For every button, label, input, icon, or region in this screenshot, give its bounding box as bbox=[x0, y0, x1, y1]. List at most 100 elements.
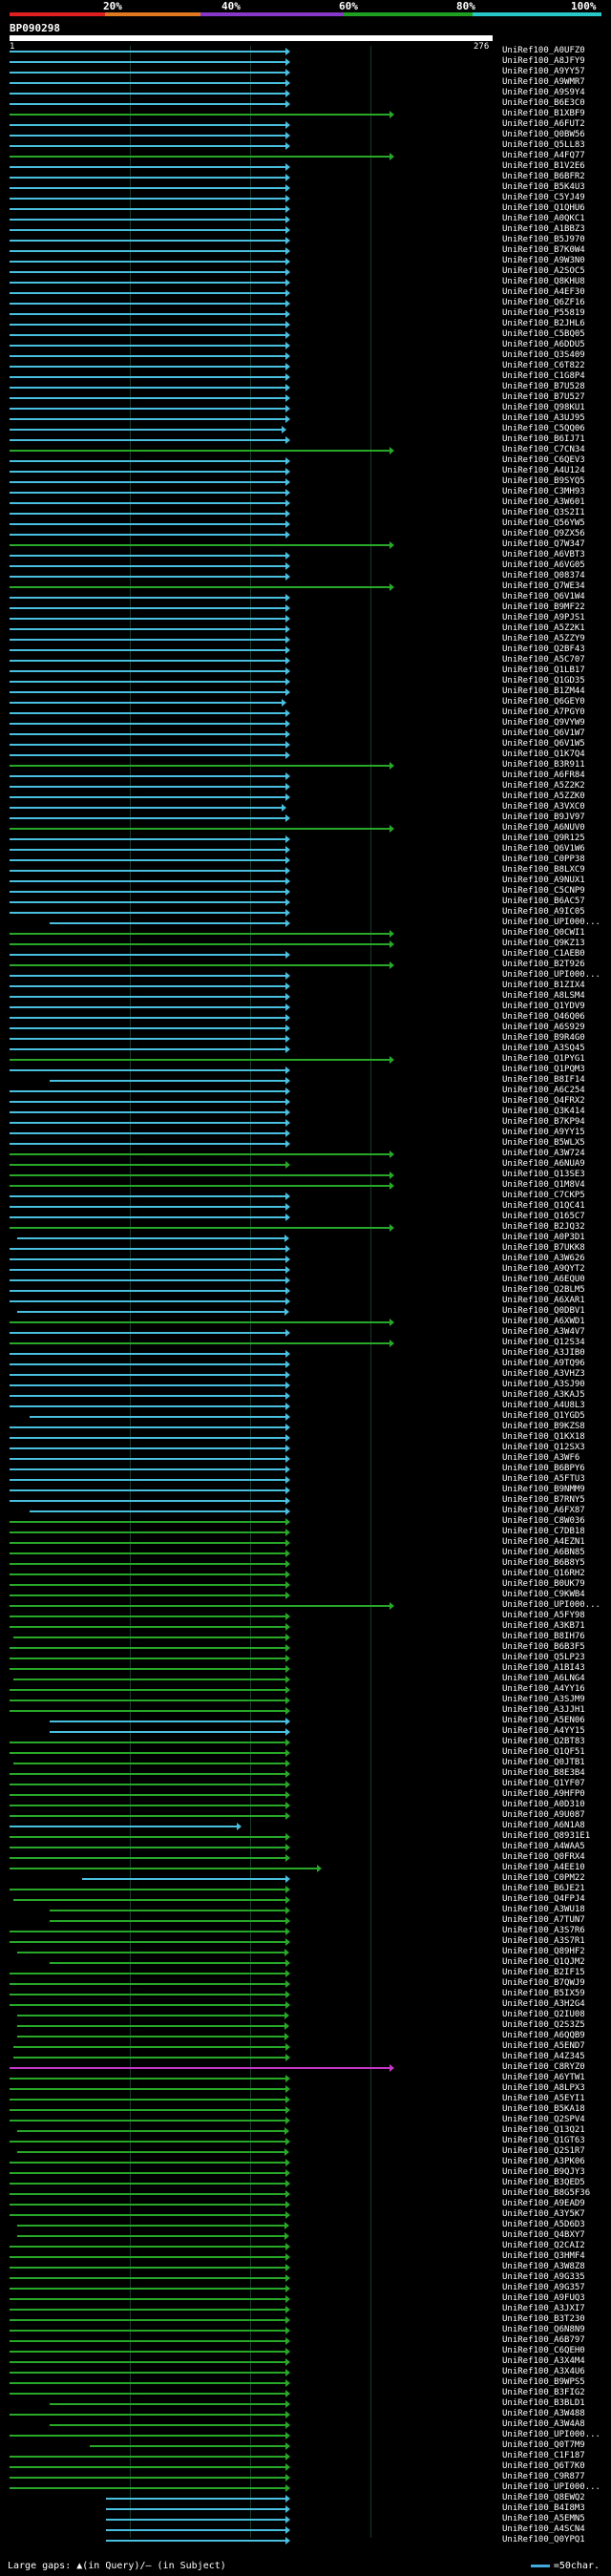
hit-row[interactable]: UniRef100_Q1KX18 bbox=[10, 1432, 611, 1443]
hit-alignment-bar[interactable] bbox=[17, 1308, 289, 1316]
hit-alignment-bar[interactable] bbox=[10, 667, 290, 675]
hit-row[interactable]: UniRef100_C5BQ05 bbox=[10, 329, 611, 340]
hit-row[interactable]: UniRef100_A5Z2K2 bbox=[10, 781, 611, 792]
hit-label[interactable]: UniRef100_B7K0W4 bbox=[502, 245, 585, 255]
hit-alignment-bar[interactable] bbox=[10, 1172, 394, 1179]
hit-label[interactable]: UniRef100_B0UK79 bbox=[502, 1579, 585, 1589]
hit-label[interactable]: UniRef100_A4FQ77 bbox=[502, 151, 585, 160]
hit-alignment-bar[interactable] bbox=[10, 478, 290, 486]
hit-row[interactable]: UniRef100_B5WLX5 bbox=[10, 1138, 611, 1149]
hit-label[interactable]: UniRef100_A9QYT2 bbox=[502, 1264, 585, 1274]
hit-alignment-bar[interactable] bbox=[10, 121, 290, 129]
hit-row[interactable]: UniRef100_A4U8L3 bbox=[10, 1401, 611, 1411]
hit-alignment-bar[interactable] bbox=[10, 58, 290, 66]
hit-alignment-bar[interactable] bbox=[10, 2106, 290, 2114]
hit-label[interactable]: UniRef100_B2T926 bbox=[502, 960, 585, 969]
hit-alignment-bar[interactable] bbox=[10, 1424, 290, 1431]
hit-label[interactable]: UniRef100_C6T822 bbox=[502, 361, 585, 370]
hit-label[interactable]: UniRef100_B7UKK8 bbox=[502, 1243, 585, 1253]
hit-alignment-bar[interactable] bbox=[10, 2369, 290, 2376]
hit-row[interactable]: UniRef100_C5YJ49 bbox=[10, 193, 611, 203]
hit-row[interactable]: UniRef100_A3KB71 bbox=[10, 1621, 611, 1632]
hit-row[interactable]: UniRef100_Q1QF51 bbox=[10, 1747, 611, 1758]
hit-row[interactable]: UniRef100_A6FUT2 bbox=[10, 119, 611, 130]
hit-row[interactable]: UniRef100_B7K0W4 bbox=[10, 245, 611, 256]
hit-alignment-bar[interactable] bbox=[10, 930, 394, 938]
hit-alignment-bar[interactable] bbox=[82, 1875, 290, 1883]
hit-label[interactable]: UniRef100_C1F187 bbox=[502, 2451, 585, 2460]
hit-label[interactable]: UniRef100_A4SCN4 bbox=[502, 2524, 585, 2534]
hit-alignment-bar[interactable] bbox=[10, 1581, 290, 1589]
hit-label[interactable]: UniRef100_Q1GT63 bbox=[502, 2136, 585, 2145]
hit-alignment-bar[interactable] bbox=[10, 1791, 290, 1799]
hit-row[interactable]: UniRef100_Q2CAI2 bbox=[10, 2241, 611, 2251]
hit-alignment-bar[interactable] bbox=[10, 1665, 290, 1673]
hit-label[interactable]: UniRef100_A6XAR1 bbox=[502, 1296, 585, 1305]
hit-row[interactable]: UniRef100_A9W3N0 bbox=[10, 256, 611, 266]
hit-row[interactable]: UniRef100_Q2S1R7 bbox=[10, 2146, 611, 2157]
hit-label[interactable]: UniRef100_B6IJ71 bbox=[502, 434, 585, 444]
hit-label[interactable]: UniRef100_B1ZM44 bbox=[502, 686, 585, 696]
hit-row[interactable]: UniRef100_A9YY15 bbox=[10, 1128, 611, 1138]
hit-row[interactable]: UniRef100_A8LPX3 bbox=[10, 2083, 611, 2094]
hit-alignment-bar[interactable] bbox=[10, 300, 290, 307]
hit-alignment-bar[interactable] bbox=[10, 1938, 290, 1946]
hit-alignment-bar[interactable] bbox=[10, 2337, 290, 2345]
hit-label[interactable]: UniRef100_Q0BW56 bbox=[502, 130, 585, 139]
hit-alignment-bar[interactable] bbox=[10, 1749, 290, 1757]
hit-row[interactable]: UniRef100_A3SJ90 bbox=[10, 1380, 611, 1390]
hit-row[interactable]: UniRef100_A5EMN5 bbox=[10, 2514, 611, 2524]
hit-alignment-bar[interactable] bbox=[10, 1833, 290, 1841]
hit-label[interactable]: UniRef100_P55819 bbox=[502, 308, 585, 318]
hit-label[interactable]: UniRef100_A4WAA5 bbox=[502, 1842, 585, 1851]
hit-label[interactable]: UniRef100_Q3S2I1 bbox=[502, 508, 585, 517]
hit-alignment-bar[interactable] bbox=[106, 2495, 290, 2502]
hit-label[interactable]: UniRef100_Q1GD35 bbox=[502, 676, 585, 686]
hit-label[interactable]: UniRef100_B7QWJ9 bbox=[502, 1978, 585, 1988]
hit-alignment-bar[interactable] bbox=[10, 1529, 290, 1536]
hit-alignment-bar[interactable] bbox=[10, 331, 290, 339]
hit-row[interactable]: UniRef100_A6N1A8 bbox=[10, 1821, 611, 1831]
hit-label[interactable]: UniRef100_A2SOC5 bbox=[502, 266, 585, 276]
hit-alignment-bar[interactable] bbox=[10, 741, 290, 749]
hit-alignment-bar[interactable] bbox=[10, 1035, 290, 1043]
hit-alignment-bar[interactable] bbox=[30, 1508, 290, 1515]
hit-label[interactable]: UniRef100_Q6N8N9 bbox=[502, 2325, 585, 2334]
hit-row[interactable]: UniRef100_A9G357 bbox=[10, 2283, 611, 2293]
hit-label[interactable]: UniRef100_A4U8L3 bbox=[502, 1401, 585, 1410]
hit-label[interactable]: UniRef100_A6FUT2 bbox=[502, 119, 585, 129]
hit-alignment-bar[interactable] bbox=[10, 111, 394, 118]
hit-row[interactable]: UniRef100_UPI000... bbox=[10, 1600, 611, 1611]
hit-label[interactable]: UniRef100_A3JIB0 bbox=[502, 1348, 585, 1358]
hit-label[interactable]: UniRef100_A5ZZY9 bbox=[502, 634, 585, 644]
hit-alignment-bar[interactable] bbox=[10, 1686, 290, 1694]
hit-label[interactable]: UniRef100_A3W4A8 bbox=[502, 2419, 585, 2429]
hit-row[interactable]: UniRef100_Q5LL83 bbox=[10, 140, 611, 151]
hit-label[interactable]: UniRef100_Q9ZX56 bbox=[502, 529, 585, 538]
hit-alignment-bar[interactable] bbox=[10, 1455, 290, 1463]
hit-row[interactable]: UniRef100_Q89HF2 bbox=[10, 1947, 611, 1957]
hit-alignment-bar[interactable] bbox=[10, 153, 394, 160]
hit-label[interactable]: UniRef100_B6B3F5 bbox=[502, 1642, 585, 1652]
hit-alignment-bar[interactable] bbox=[10, 772, 290, 780]
hit-alignment-bar[interactable] bbox=[10, 678, 290, 686]
hit-row[interactable]: UniRef100_B5KA18 bbox=[10, 2104, 611, 2115]
hit-alignment-bar[interactable] bbox=[10, 1602, 394, 1610]
hit-alignment-bar[interactable] bbox=[10, 1802, 290, 1809]
hit-label[interactable]: UniRef100_A4U124 bbox=[502, 466, 585, 475]
hit-alignment-bar[interactable] bbox=[10, 321, 290, 328]
hit-row[interactable]: UniRef100_Q6V1W4 bbox=[10, 592, 611, 602]
hit-row[interactable]: UniRef100_B9NMM9 bbox=[10, 1485, 611, 1495]
hit-alignment-bar[interactable] bbox=[10, 594, 290, 602]
hit-alignment-bar[interactable] bbox=[17, 2222, 289, 2229]
hit-label[interactable]: UniRef100_B9R4G0 bbox=[502, 1033, 585, 1043]
hit-label[interactable]: UniRef100_Q2S1R7 bbox=[502, 2146, 585, 2156]
hit-row[interactable]: UniRef100_B2IF15 bbox=[10, 1968, 611, 1978]
hit-alignment-bar[interactable] bbox=[10, 2085, 290, 2093]
hit-alignment-bar[interactable] bbox=[10, 898, 290, 906]
hit-row[interactable]: UniRef100_A0UFZ0 bbox=[10, 46, 611, 56]
hit-label[interactable]: UniRef100_A9G335 bbox=[502, 2272, 585, 2282]
hit-label[interactable]: UniRef100_A9FUQ3 bbox=[502, 2293, 585, 2303]
hit-row[interactable]: UniRef100_Q6T7K0 bbox=[10, 2461, 611, 2472]
hit-alignment-bar[interactable] bbox=[10, 1056, 394, 1064]
